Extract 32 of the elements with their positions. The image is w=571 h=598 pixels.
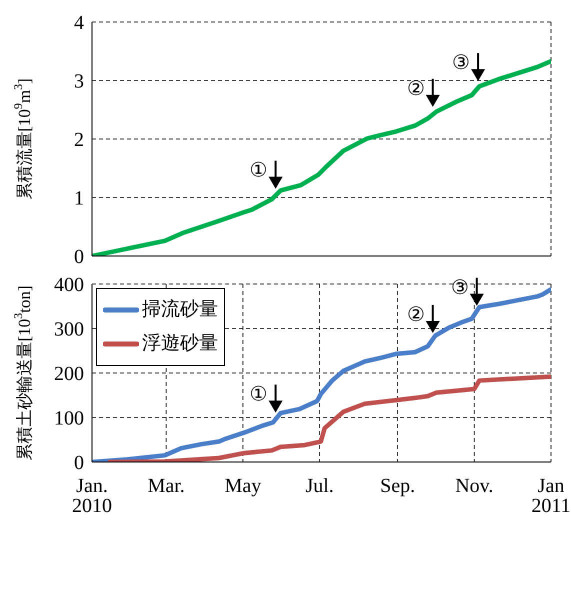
annotation: ② — [406, 304, 425, 326]
legend-label: 掃流砂量 — [142, 298, 218, 322]
annotation: ② — [406, 78, 425, 100]
down-arrow-note: ② — [406, 304, 440, 333]
y-tick-label: 0 — [74, 452, 84, 474]
y-tick-label: 200 — [54, 363, 84, 386]
annotation: ③ — [452, 52, 470, 74]
y-tick-label: 2 — [74, 129, 84, 152]
y-tick-label: 300 — [54, 318, 84, 341]
annotation: ③ — [450, 276, 469, 299]
x-tick-label: Sep. — [380, 475, 416, 497]
x-tick-label: Mar. — [148, 475, 185, 497]
down-arrow-note: ① — [250, 384, 283, 413]
down-arrow-note: ③ — [452, 52, 486, 82]
x-tick-label: Jan 2011 — [531, 475, 571, 517]
annotation: ① — [250, 160, 268, 182]
y-tick-label: 1 — [74, 188, 84, 210]
down-arrow-note: ③ — [450, 276, 484, 306]
x-tick-label: Jul. — [305, 475, 334, 497]
x-tick-label: Nov. — [455, 475, 494, 497]
x-tick-label: Jan. 2010 — [72, 475, 112, 517]
down-arrow-note: ① — [250, 160, 283, 189]
down-arrow-note: ② — [406, 78, 440, 107]
y-tick-label: 0 — [74, 246, 84, 268]
legend-label: 浮遊砂量 — [142, 332, 218, 356]
y-tick-label: 400 — [54, 274, 84, 296]
annotation: ① — [250, 384, 268, 406]
x-tick-label: May — [224, 475, 262, 497]
y-tick-label: 100 — [54, 408, 84, 430]
line-series — [107, 374, 551, 462]
y-tick-label: 4 — [74, 12, 84, 34]
y-tick-label: 3 — [74, 70, 84, 93]
